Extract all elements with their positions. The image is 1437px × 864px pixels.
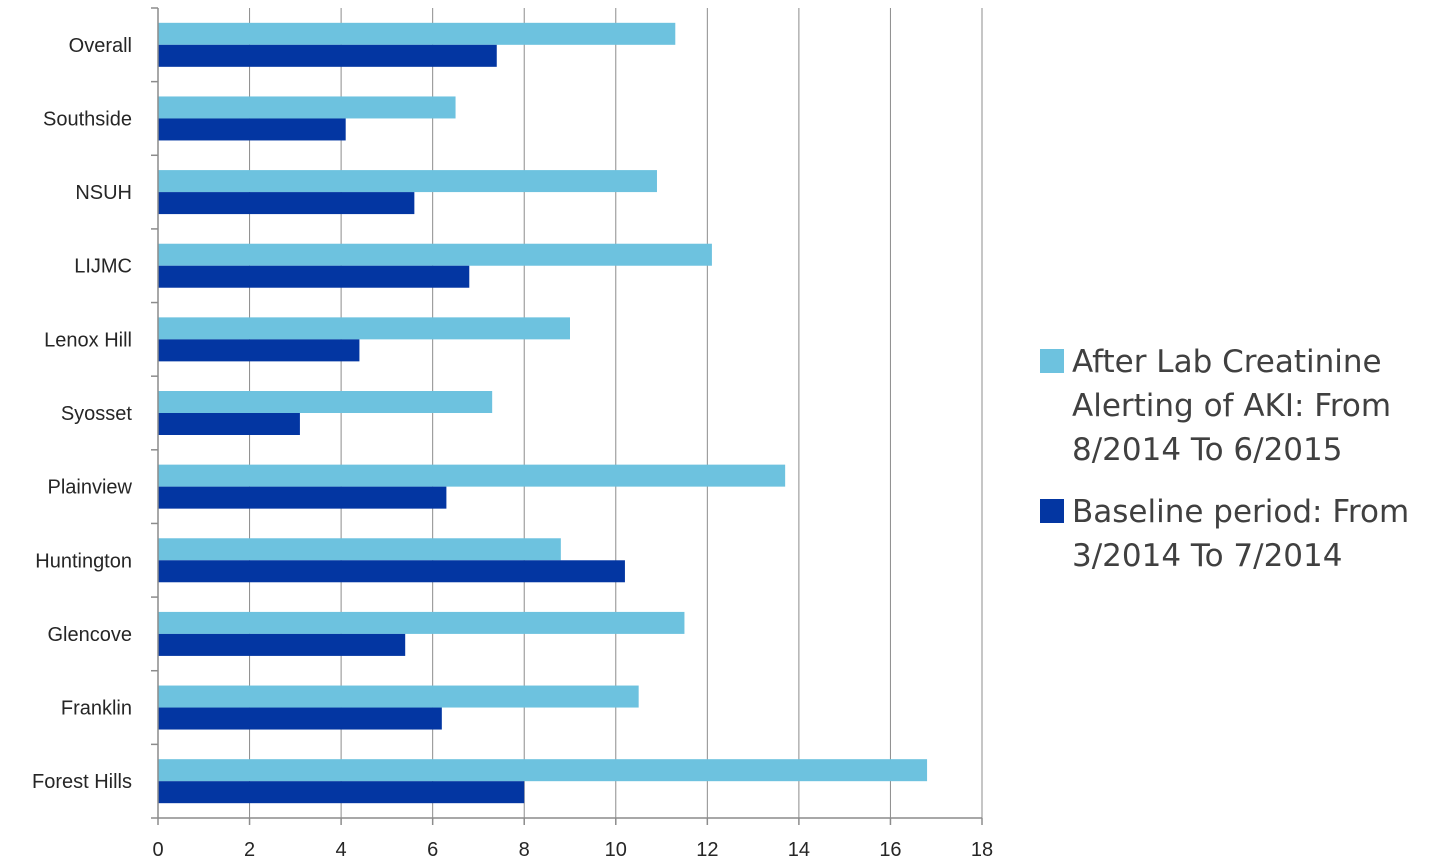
axes (151, 7, 983, 825)
bar-after-huntington (158, 538, 561, 561)
legend-label-after: After Lab Creatinine Alerting of AKI: Fr… (1072, 344, 1392, 468)
bar-baseline-nsuh (158, 192, 415, 215)
legend-swatch-after (1040, 349, 1064, 373)
category-label: LIJMC (74, 256, 132, 278)
x-tick-label: 12 (696, 839, 718, 861)
category-label: Overall (69, 35, 132, 57)
x-tick-label: 14 (788, 839, 810, 861)
category-label: Plainview (48, 477, 133, 499)
category-label: NSUH (75, 182, 132, 204)
bar-baseline-overall (158, 44, 497, 67)
bars (158, 22, 928, 804)
legend-swatch-baseline (1040, 499, 1064, 523)
x-tick-label: 6 (427, 839, 438, 861)
x-tick-labels: 0 2 4 6 8 10 12 14 16 18 (152, 839, 993, 861)
x-tick-label: 2 (244, 839, 255, 861)
bar-baseline-plainview (158, 486, 447, 509)
x-tick-label: 8 (519, 839, 530, 861)
bar-baseline-syosset (158, 413, 300, 435)
legend-label-baseline: Baseline period: From 3/2014 To 7/2014 (1072, 494, 1410, 574)
category-label: Southside (43, 108, 132, 130)
legend-item-after: After Lab Creatinine Alerting of AKI: Fr… (1040, 340, 1435, 472)
bar-baseline-glencove (158, 633, 406, 656)
category-labels: Overall Southside NSUH LIJMC Lenox Hill Syoss… (32, 35, 133, 793)
category-label: Syosset (61, 403, 133, 425)
x-tick-label: 0 (152, 839, 163, 861)
bar-baseline-franklin (158, 707, 442, 730)
bar-baseline-southside (158, 118, 346, 141)
bar-after-nsuh (158, 170, 657, 193)
bar-after-plainview (158, 464, 786, 487)
legend: After Lab Creatinine Alerting of AKI: Fr… (1040, 340, 1435, 596)
category-label: Forest Hills (32, 771, 132, 793)
x-tick-label: 10 (605, 839, 627, 861)
bar-after-overall (158, 22, 676, 45)
bar-baseline-forest-hills (158, 781, 525, 804)
gridlines (249, 8, 983, 818)
category-label: Huntington (35, 550, 132, 572)
bar-after-lenox-hill (158, 317, 570, 340)
category-label: Lenox Hill (44, 329, 132, 351)
bar-after-lijmc (158, 243, 712, 266)
x-tick-label: 18 (971, 839, 993, 861)
category-label: Glencove (48, 624, 133, 646)
bar-after-glencove (158, 611, 685, 634)
x-tick-label: 4 (336, 839, 347, 861)
bar-after-forest-hills (158, 759, 928, 782)
x-tick-label: 16 (879, 839, 901, 861)
bar-baseline-lenox-hill (158, 339, 360, 362)
category-label: Franklin (61, 698, 132, 720)
bar-after-franklin (158, 685, 639, 708)
bar-baseline-lijmc (158, 265, 470, 288)
bar-baseline-huntington (158, 560, 625, 583)
bar-after-syosset (158, 391, 493, 413)
bar-after-southside (158, 96, 456, 119)
legend-item-baseline: Baseline period: From 3/2014 To 7/2014 (1040, 490, 1435, 578)
